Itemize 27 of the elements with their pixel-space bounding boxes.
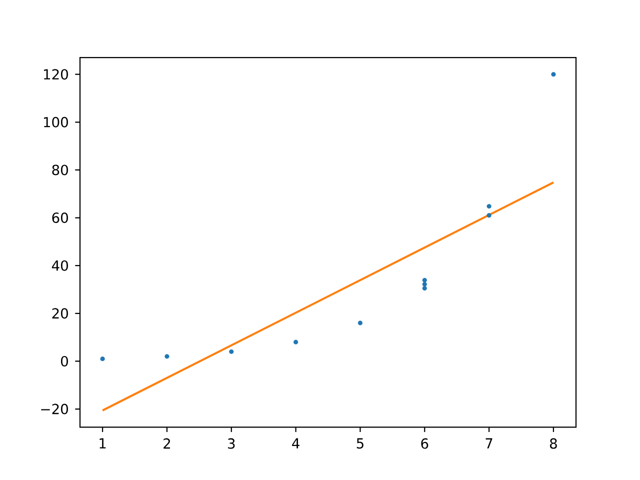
y-tick-label: 80 (52, 164, 68, 176)
point (551, 72, 556, 77)
x-tick-label: 7 (486, 438, 492, 448)
y-tick-label: 120 (44, 69, 68, 80)
y-tick-label: 60 (52, 212, 68, 224)
point (422, 286, 427, 291)
y-tick-label: −20 (41, 404, 68, 414)
y-tick-label: 40 (52, 260, 68, 271)
x-tick-label: 3 (228, 438, 235, 449)
point (486, 204, 492, 209)
point (164, 354, 170, 359)
point (422, 282, 427, 287)
y-tick-label: 0 (60, 356, 68, 366)
y-tick-label: 20 (52, 308, 68, 319)
x-tick-label: 4 (292, 438, 300, 448)
point (358, 320, 363, 326)
x-tick-label: 8 (550, 438, 557, 449)
point (422, 278, 427, 282)
point (486, 213, 492, 218)
x-tick-label: 2 (164, 438, 170, 449)
point (100, 356, 105, 362)
x-tick-label: 6 (421, 438, 428, 449)
point (229, 349, 234, 354)
x-tick-label: 5 (356, 438, 364, 449)
y-tick-label: 100 (44, 116, 68, 128)
point (293, 340, 298, 344)
x-tick-label: 1 (100, 438, 106, 448)
